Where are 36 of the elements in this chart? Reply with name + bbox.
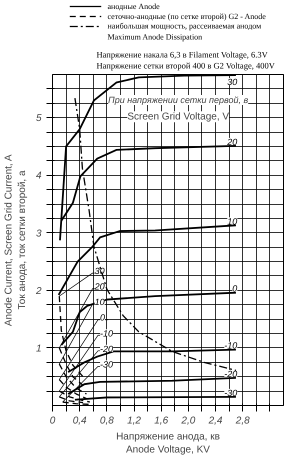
x-tick-label: 0,4	[72, 416, 88, 426]
x-axis-title: Напряжение анода, кв Anode Voltage, KV	[116, 432, 220, 456]
series-label: 10	[227, 216, 238, 226]
text: 0	[100, 312, 106, 323]
x-tick-label: 0,8	[100, 416, 114, 426]
text: 30	[94, 266, 105, 276]
x-tick-label: 1,2	[127, 416, 142, 426]
y-axis-title: Anode Current, Screen Grid Current, A Ток анода, ток сетки второй, а	[4, 154, 28, 326]
text: 10	[94, 297, 105, 308]
series-label: -20	[224, 368, 238, 379]
y-tick-label: 3	[36, 228, 42, 240]
x-tick-label: 0	[50, 416, 56, 426]
annotation: При напряжении сетки первой, в	[108, 95, 249, 106]
chart-title: Напряжение накала 6,3 в Filament Voltage, 6.3V	[96, 50, 269, 60]
series-label: -10	[224, 340, 238, 351]
text: наибольшая мощность, рассеиваемая анодом Maximum Anode Dissipation	[108, 22, 262, 42]
series-label: 30	[227, 77, 238, 88]
text: -30	[100, 359, 114, 370]
chart-subtitle: Напряжение сетки второй 400 в G2 Voltage, 400V	[96, 60, 276, 70]
y-tick-label: 1	[36, 343, 42, 354]
series-label: 0	[232, 284, 238, 294]
text: 20	[94, 282, 105, 292]
annotation: Screen Grid Voltage, V	[127, 111, 230, 122]
text: -20	[100, 344, 114, 354]
series-label: -30	[224, 388, 238, 398]
y-tick-label: 4	[36, 170, 42, 182]
text: анодные Anode	[108, 2, 160, 11]
x-tick-label: 2,0	[180, 416, 196, 426]
text: сеточно-анодные (по сетке второй) G2 - Anode	[108, 12, 266, 21]
y-tick-label: 5	[36, 113, 42, 124]
y-tick-label: 2	[34, 286, 42, 297]
x-tick-label: 2,4	[208, 416, 223, 426]
x-tick-label: 1,6	[154, 416, 169, 426]
series-label: 20	[226, 136, 238, 147]
text: -10	[100, 328, 114, 338]
x-tick-label: 2,8	[234, 416, 250, 426]
